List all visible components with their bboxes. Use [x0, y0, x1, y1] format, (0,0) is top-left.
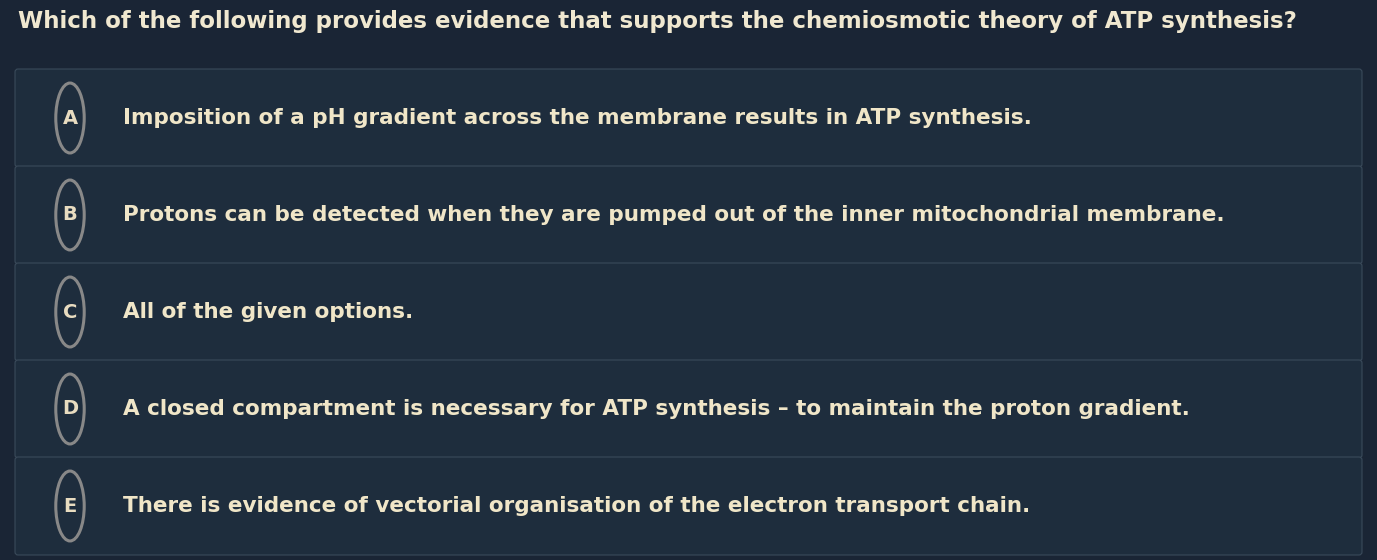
Text: B: B [62, 206, 77, 225]
FancyBboxPatch shape [15, 69, 1362, 167]
Ellipse shape [56, 471, 84, 541]
Ellipse shape [56, 180, 84, 250]
Text: There is evidence of vectorial organisation of the electron transport chain.: There is evidence of vectorial organisat… [123, 496, 1030, 516]
Text: Imposition of a pH gradient across the membrane results in ATP synthesis.: Imposition of a pH gradient across the m… [123, 108, 1031, 128]
FancyBboxPatch shape [15, 457, 1362, 555]
Text: C: C [63, 302, 77, 321]
Text: A closed compartment is necessary for ATP synthesis – to maintain the proton gra: A closed compartment is necessary for AT… [123, 399, 1190, 419]
FancyBboxPatch shape [15, 360, 1362, 458]
Ellipse shape [56, 277, 84, 347]
Text: Which of the following provides evidence that supports the chemiosmotic theory o: Which of the following provides evidence… [18, 10, 1297, 33]
Text: All of the given options.: All of the given options. [123, 302, 413, 322]
Ellipse shape [56, 83, 84, 153]
Text: Protons can be detected when they are pumped out of the inner mitochondrial memb: Protons can be detected when they are pu… [123, 205, 1224, 225]
Text: A: A [62, 109, 77, 128]
Ellipse shape [56, 374, 84, 444]
FancyBboxPatch shape [15, 263, 1362, 361]
Text: D: D [62, 399, 78, 418]
Text: E: E [63, 497, 77, 516]
FancyBboxPatch shape [15, 166, 1362, 264]
